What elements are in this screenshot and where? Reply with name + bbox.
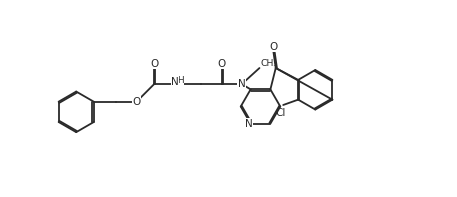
- Text: O: O: [150, 59, 158, 69]
- Text: O: O: [269, 42, 277, 52]
- Text: N: N: [171, 77, 179, 87]
- Text: H: H: [177, 76, 184, 85]
- Text: N: N: [244, 119, 252, 129]
- Text: N: N: [238, 79, 246, 89]
- Text: CH₃: CH₃: [260, 59, 278, 68]
- Text: Cl: Cl: [276, 108, 286, 118]
- Text: N: N: [238, 79, 246, 89]
- Text: O: O: [133, 97, 141, 107]
- Text: O: O: [218, 59, 226, 69]
